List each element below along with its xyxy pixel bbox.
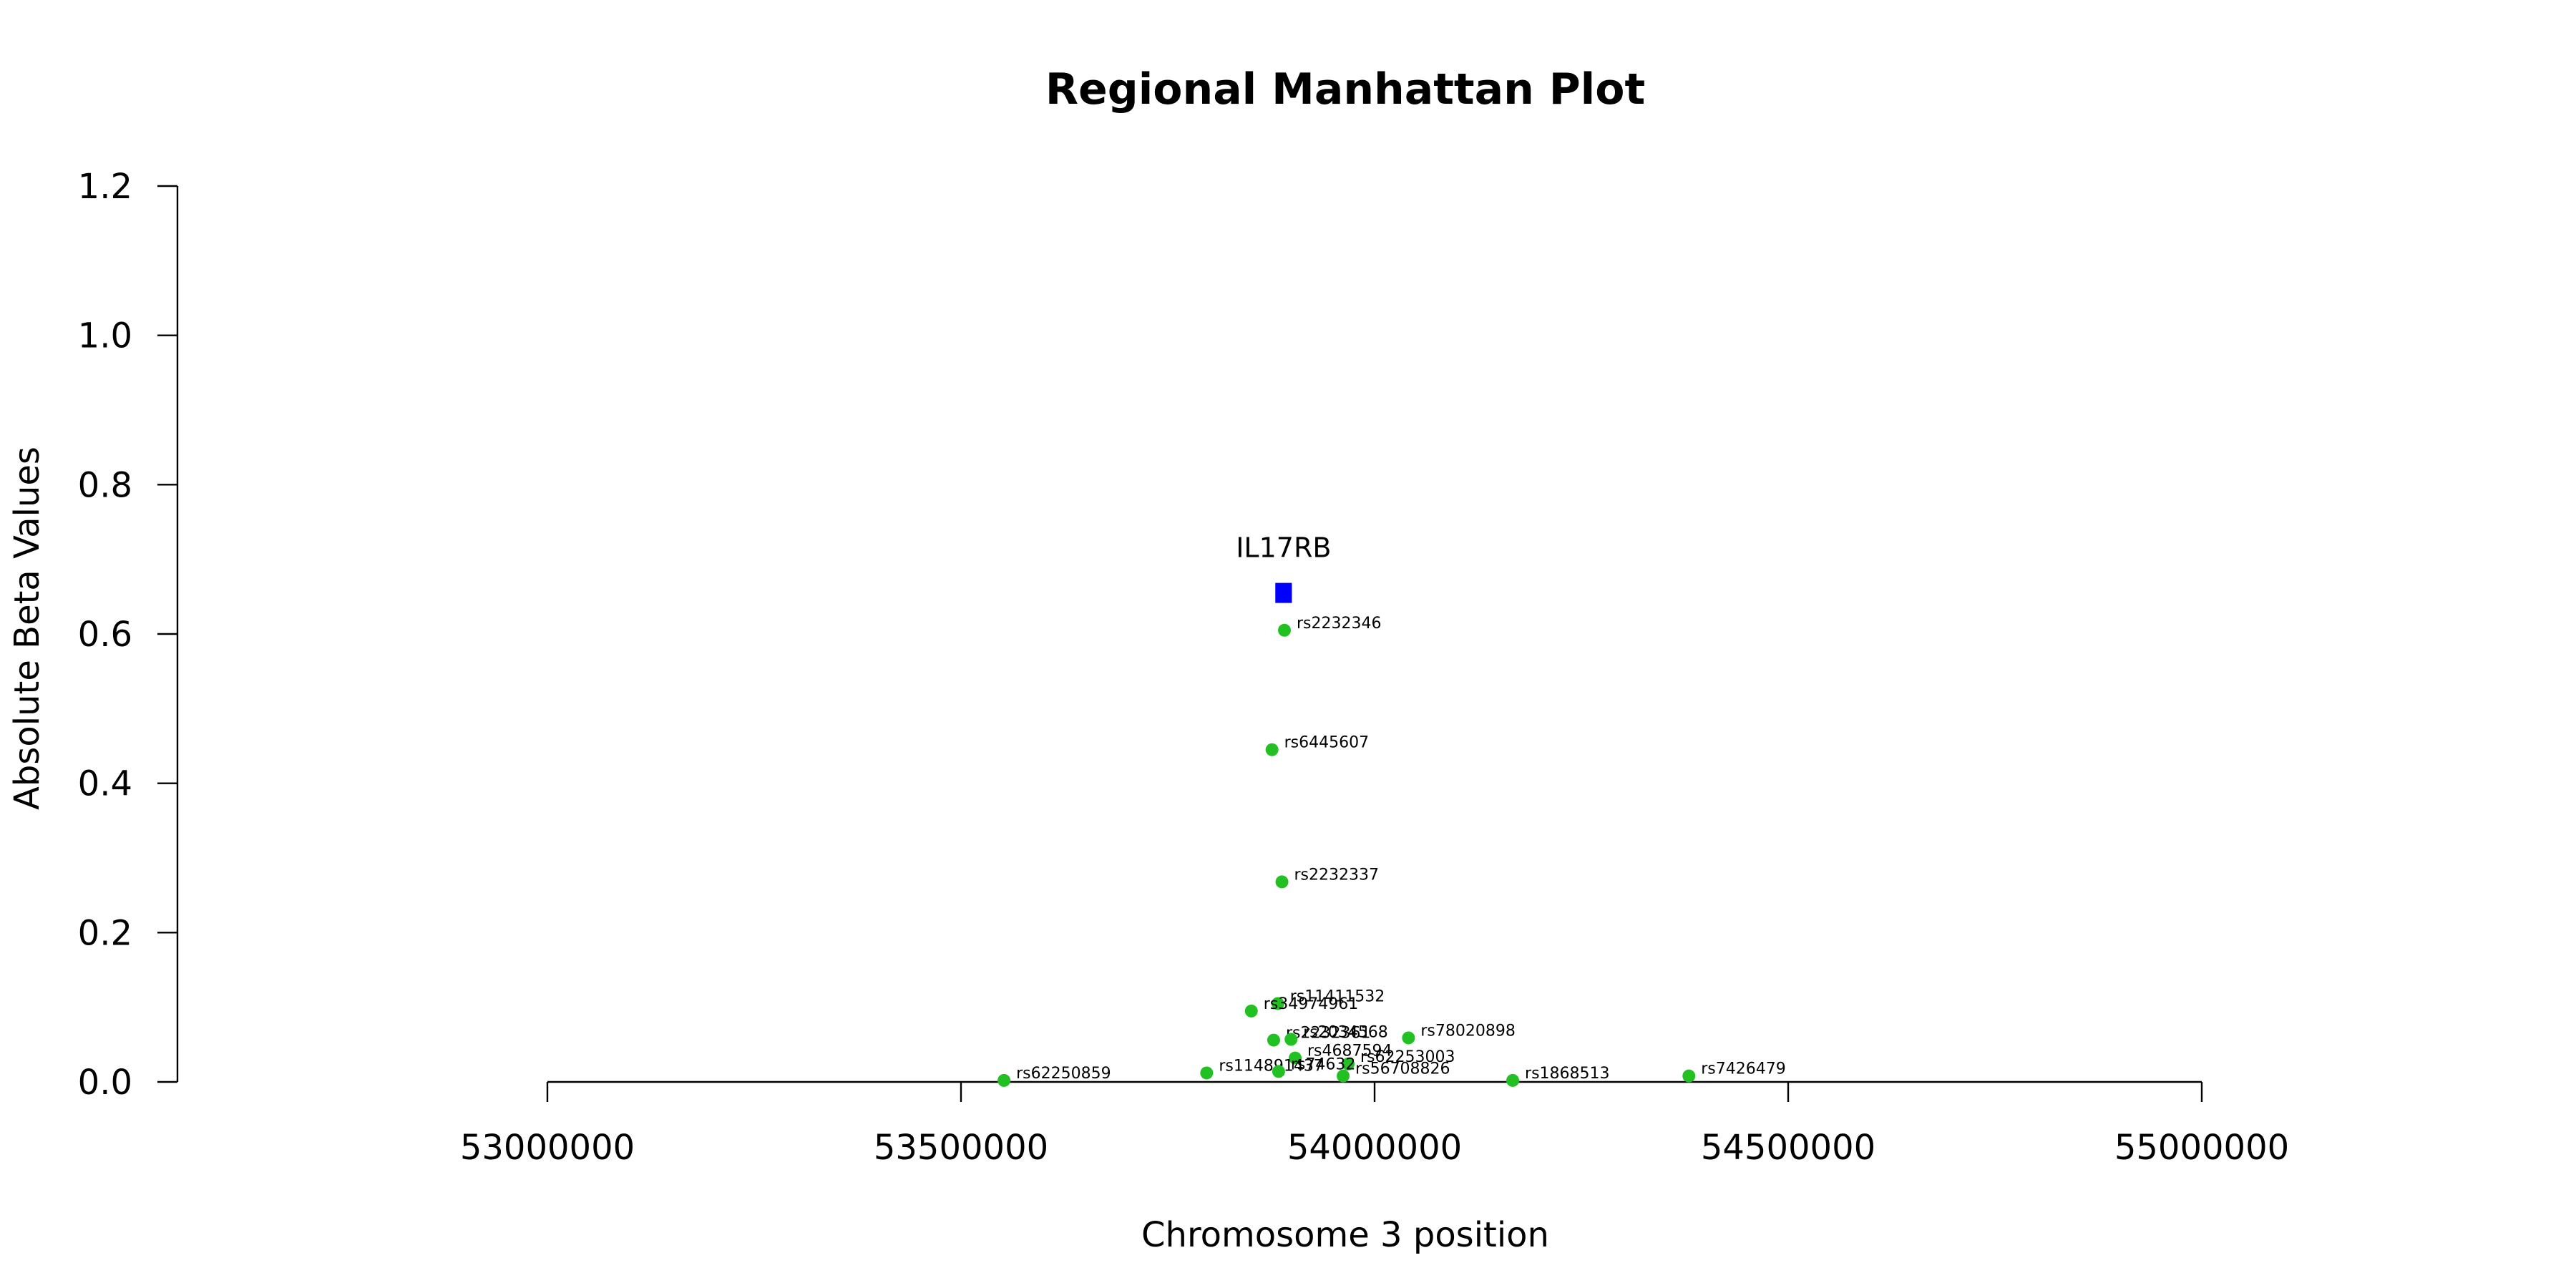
gene-layer: IL17RB: [1236, 532, 1331, 603]
y-tick-label: 0.6: [78, 615, 132, 655]
y-tick-label: 0.0: [78, 1063, 132, 1103]
snp-point: [1284, 1033, 1298, 1046]
snp-label: rs6445607: [1284, 734, 1370, 752]
x-axis: 53000000 53500000 54000000 54500000 55000000: [460, 1080, 2289, 1168]
y-axis-title: Absolute Beta Values: [7, 447, 47, 810]
snp-point: [1277, 623, 1291, 637]
snp-point: [1200, 1066, 1214, 1080]
y-tick-label: 1.2: [78, 167, 132, 207]
y-tick-label: 1.0: [78, 316, 132, 356]
gene-label: IL17RB: [1236, 532, 1331, 564]
snp-label: rs56708826: [1355, 1060, 1450, 1078]
gene-marker: [1275, 582, 1292, 603]
x-tick-label: 55000000: [2114, 1128, 2289, 1168]
snp-label: rs2232361: [1286, 1025, 1371, 1043]
snp-point: [1402, 1031, 1415, 1045]
snp-label: rs62253003: [1360, 1048, 1455, 1066]
snp-label: rs34974961: [1264, 995, 1358, 1013]
snp-point: [1682, 1069, 1696, 1083]
snp-label: rs78020898: [1420, 1022, 1515, 1040]
snp-label: rs7426479: [1701, 1060, 1786, 1078]
snp-point: [1265, 743, 1279, 756]
x-tick-label: 54000000: [1287, 1128, 1462, 1168]
y-axis: 0.0 0.2 0.4 0.6 0.8 1.0 1.2: [78, 167, 179, 1103]
snp-point: [1506, 1073, 1520, 1087]
chart-title: Regional Manhattan Plot: [1045, 64, 1645, 114]
snp-label: rs62250859: [1016, 1065, 1111, 1083]
snp-point: [1342, 1057, 1355, 1070]
snp-point: [1289, 1051, 1302, 1065]
snp-point: [1271, 997, 1284, 1010]
snp-label: rs2034568: [1303, 1024, 1388, 1042]
snp-point: [1272, 1065, 1285, 1078]
snp-point: [1275, 875, 1289, 889]
y-tick-label: 0.4: [78, 764, 132, 804]
x-tick-label: 53000000: [460, 1128, 635, 1168]
x-tick-label: 54500000: [1701, 1128, 1875, 1168]
y-tick-label: 0.2: [78, 913, 132, 953]
snp-label: rs2232346: [1297, 615, 1382, 633]
snp-point: [1244, 1004, 1258, 1018]
snp-label: rs114891437: [1219, 1057, 1323, 1075]
snp-label: rs4687594: [1307, 1043, 1392, 1060]
snp-point: [997, 1073, 1011, 1087]
snp-label: rs1868513: [1525, 1065, 1610, 1083]
snp-label: rs74632: [1291, 1055, 1356, 1073]
x-axis-title: Chromosome 3 position: [1141, 1215, 1549, 1255]
snp-point: [1267, 1033, 1280, 1047]
y-tick-label: 0.8: [78, 465, 132, 505]
snp-point: [1337, 1069, 1350, 1083]
snp-label: rs11411532: [1290, 987, 1385, 1005]
x-tick-label: 53500000: [874, 1128, 1048, 1168]
points-layer: rs2232346 rs6445607 rs2232337 rs11411532rs3…: [997, 615, 1786, 1087]
snp-label: rs2232337: [1294, 866, 1380, 884]
